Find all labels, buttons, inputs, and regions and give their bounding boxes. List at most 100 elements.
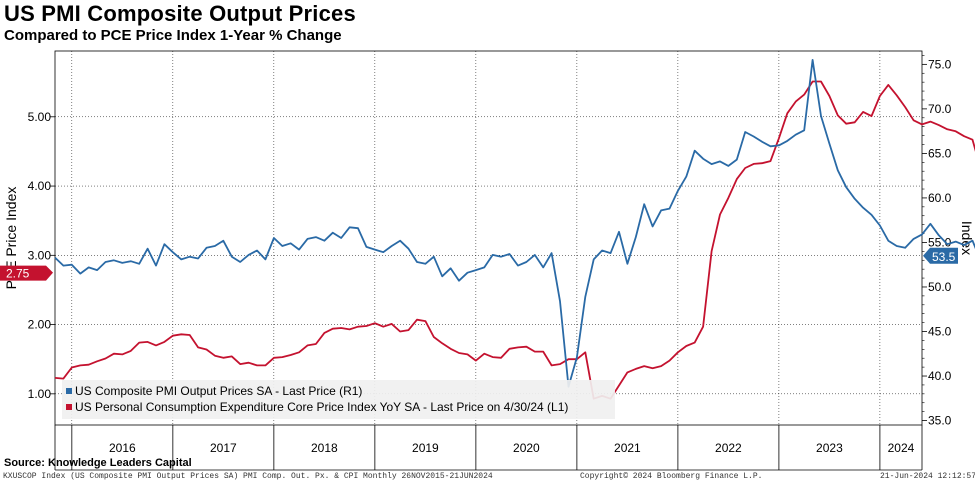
pmi-series-line-point (972, 240, 974, 242)
y-right-tick-label: 35.0 (928, 414, 952, 428)
pmi-series-line-point (888, 240, 890, 242)
pmi-series-line-point (113, 260, 115, 262)
pmi-series-line-point (787, 140, 789, 142)
pce-last-value: 2.75 (6, 267, 30, 281)
y-right-tick-label: 75.0 (928, 57, 952, 71)
pmi-series-line-point (711, 163, 713, 165)
pce-series-line-point (803, 94, 805, 96)
plot-frame (54, 50, 923, 426)
pce-series-line-point (357, 326, 359, 328)
pce-series-line-point (273, 357, 275, 359)
pce-series-line-point (500, 357, 502, 359)
pce-series-line-point (256, 365, 258, 367)
x-tick-label: 2017 (210, 441, 237, 455)
pmi-series-line-point (96, 269, 98, 271)
pce-series-line-point (778, 138, 780, 140)
pmi-series-line-point (585, 296, 587, 298)
pmi-series-line-point (509, 253, 511, 255)
pce-series-line-point (618, 385, 620, 387)
y-right-tick-label: 40.0 (928, 369, 952, 383)
pce-series-line-point (484, 353, 486, 355)
pce-series-line-point (214, 355, 216, 357)
pce-series-line-point (930, 121, 932, 123)
pmi-series-line-point (383, 251, 385, 253)
pmi-series-line-point (845, 186, 847, 188)
pmi-series-line-point (686, 176, 688, 178)
legend-swatch-pce (66, 404, 72, 410)
pce-series-line-point (921, 124, 923, 126)
legend: US Composite PMI Output Prices SA - Last… (62, 380, 615, 419)
pce-series-line-point (71, 367, 73, 369)
pce-series-line-point (829, 95, 831, 97)
pce-series-line-point (231, 356, 233, 358)
pmi-series-line-point (736, 159, 738, 161)
pmi-series-line-point (551, 252, 553, 254)
page-title: US PMI Composite Output Prices (4, 1, 356, 26)
y-right-tick-label: 70.0 (928, 102, 952, 116)
y-right-axis-title: Index (959, 221, 975, 255)
pmi-series-line-point (315, 236, 317, 238)
pmi-last-value-tag (923, 247, 958, 264)
pmi-series-line-point (753, 136, 755, 138)
y-left-tick-label: 4.00 (28, 179, 52, 193)
pmi-series-line-point (812, 59, 814, 61)
pmi-series-line-point (391, 245, 393, 247)
pmi-series-line-point (669, 208, 671, 210)
pce-series-line-point (88, 364, 90, 366)
y-left-tick-label: 3.00 (28, 248, 52, 262)
pce-series-line-point (677, 352, 679, 354)
pce-series-line-point (391, 323, 393, 325)
pce-series-line-point (719, 214, 721, 216)
pmi-series-line-point (492, 254, 494, 256)
pce-series-line-point (820, 81, 822, 83)
pmi-series-line-point (63, 265, 65, 267)
pmi-series-line-point (475, 269, 477, 271)
pce-series-line-point (340, 327, 342, 329)
pce-series-line-point (585, 352, 587, 354)
pce-series-line-point (63, 378, 65, 380)
pmi-series-line-point (206, 247, 208, 249)
pmi-series-line-point (921, 234, 923, 236)
pmi-series-line-point (862, 207, 864, 209)
pce-series-line-point (374, 322, 376, 324)
pmi-series-line-point (105, 261, 107, 263)
pce-series-line-point (744, 167, 746, 169)
pce-series-line-point (298, 352, 300, 354)
pmi-series-line-point (517, 265, 519, 267)
pmi-series-line-point (728, 165, 730, 167)
source-note: Source: Knowledge Leaders Capital (4, 457, 192, 469)
y-left-tick-label: 2.00 (28, 318, 52, 332)
legend-box (62, 380, 615, 419)
pce-series-line-point (660, 365, 662, 367)
pmi-series-line-point (618, 231, 620, 233)
pce-series-line-point (80, 365, 82, 367)
pmi-series-line-point (947, 243, 949, 245)
pce-series-line-point (652, 367, 654, 369)
pmi-series-line-point (744, 131, 746, 133)
pmi-series-line-point (54, 257, 56, 259)
pce-series-line-point (467, 354, 469, 356)
pmi-series-line-point (761, 141, 763, 143)
x-tick-label: 2023 (816, 441, 843, 455)
pmi-series-line-point (896, 245, 898, 247)
pmi-series-line-point (526, 261, 528, 263)
pce-series-line-point (307, 345, 309, 347)
pmi-series-line-point (433, 256, 435, 258)
legend-swatch-pmi (66, 388, 72, 394)
pce-series-line-point (635, 368, 637, 370)
y-left-axis-title: PCE Price Index (3, 187, 19, 290)
pce-series-line-point (416, 319, 418, 321)
pce-series-line-point (947, 129, 949, 131)
pce-series-line-point (383, 326, 385, 328)
pce-series-line-point (761, 162, 763, 164)
pmi-series-line-point (635, 236, 637, 238)
pmi-series-line-point (147, 248, 149, 250)
pmi-series-line-point (534, 254, 536, 256)
pce-series-line-point (324, 332, 326, 334)
pmi-series-line-point (467, 272, 469, 274)
pmi-series-line-point (820, 115, 822, 117)
pmi-series-line-point (239, 261, 241, 263)
pmi-series-line-point (930, 223, 932, 225)
pce-series-line-point (164, 341, 166, 343)
pce-last-value-tag (0, 265, 46, 281)
